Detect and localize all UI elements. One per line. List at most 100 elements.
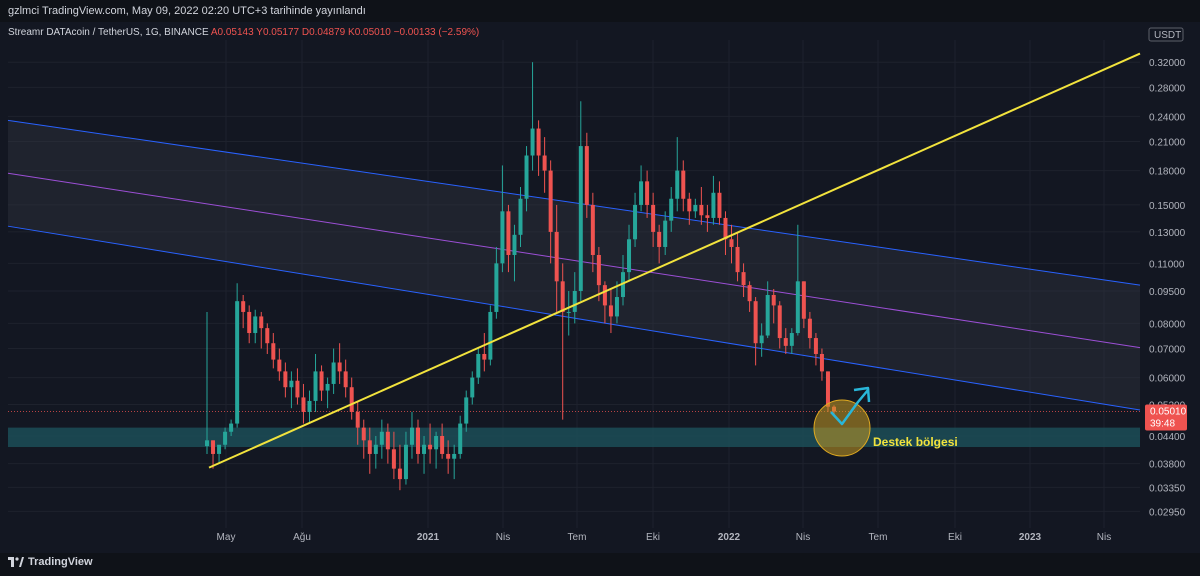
candle-body: [608, 305, 613, 317]
candle-body: [494, 263, 499, 312]
candle-body: [765, 294, 770, 336]
candle-body: [819, 353, 824, 372]
candle-body: [578, 146, 583, 291]
candle-body: [271, 343, 276, 360]
y-tick-label: 0.32000: [1149, 58, 1186, 69]
candle-body: [639, 181, 644, 205]
y-tick-label: 0.28000: [1149, 83, 1186, 94]
x-tick-label: Nis: [1097, 532, 1111, 543]
candle-body: [488, 311, 493, 360]
candle-body: [283, 371, 288, 388]
candle-body: [614, 297, 619, 317]
candle-body: [663, 220, 668, 247]
candle-body: [416, 427, 421, 454]
candle-body: [596, 254, 601, 286]
candle-body: [223, 431, 228, 445]
candle-body: [325, 383, 330, 391]
candle-body: [331, 362, 336, 384]
x-tick-label: Eki: [646, 532, 660, 543]
tradingview-logo[interactable]: TradingView: [8, 556, 93, 568]
y-tick-label: 0.07000: [1149, 345, 1186, 356]
candle-body: [301, 397, 306, 412]
y-tick-label: 0.24000: [1149, 112, 1186, 123]
candle-body: [687, 198, 692, 212]
candle-body: [584, 146, 589, 205]
candle-body: [801, 281, 806, 319]
candle-body: [717, 192, 722, 218]
candle-body: [355, 411, 360, 428]
candle-body: [506, 211, 511, 255]
candle-body: [458, 423, 463, 454]
y-tick-label: 0.03350: [1149, 483, 1186, 494]
candle-body: [627, 239, 632, 273]
x-tick-label: Ağu: [293, 532, 311, 543]
candle-body: [259, 316, 264, 329]
x-tick-label: 2021: [417, 532, 440, 543]
x-tick-label: 2022: [718, 532, 741, 543]
candle-body: [409, 427, 414, 445]
publish-info: gzlmci TradingView.com, May 09, 2022 02:…: [8, 5, 366, 17]
candle-body: [590, 204, 595, 255]
candle-body: [735, 246, 740, 273]
candle-body: [560, 281, 565, 312]
candle-body: [277, 359, 282, 372]
candle-body: [699, 204, 704, 216]
candle-body: [542, 155, 547, 171]
channel-lower-line: [7, 225, 1141, 411]
candle-body: [705, 215, 710, 218]
candle-body: [566, 311, 571, 313]
candle-body: [789, 333, 794, 346]
candle-body: [675, 170, 680, 199]
candle-body: [319, 371, 324, 391]
candle-body: [289, 380, 294, 388]
candle-body: [452, 453, 457, 459]
candle-body: [349, 387, 354, 412]
candle-body: [729, 239, 734, 247]
candle-body: [361, 427, 366, 441]
candle-body: [428, 444, 433, 450]
tradingview-logo-icon: [8, 557, 24, 567]
time-axis: May Ağu 2021 Nis Tem Eki 2022 Nis Tem Eki 2023 Nis: [217, 532, 1112, 543]
x-tick-label: Nis: [496, 532, 510, 543]
candle-body: [681, 170, 686, 199]
candle-body: [434, 435, 439, 450]
candle-body: [530, 128, 535, 156]
candle-body: [723, 217, 728, 240]
candle-body: [295, 380, 300, 398]
currency-box: [1148, 27, 1184, 42]
candle-body: [512, 234, 517, 255]
candle-body: [669, 198, 674, 221]
support-circle: [813, 399, 871, 457]
y-tick-label: 0.02950: [1149, 507, 1186, 518]
candle-body: [759, 335, 764, 344]
candle-body: [795, 281, 800, 334]
candle-body: [217, 444, 222, 454]
candle-body: [771, 294, 776, 306]
candle-body: [446, 453, 451, 459]
ohlc-values: A0.05143 Y0.05177 D0.04879 K0.05010 −0.0…: [210, 27, 480, 38]
support-label: Destek bölgesi: [873, 435, 958, 449]
channel-upper-line: [7, 119, 1141, 286]
candle-body: [807, 318, 812, 339]
y-tick-label: 0.09500: [1149, 287, 1186, 298]
candle-body: [253, 316, 258, 334]
candle-body: [554, 231, 559, 282]
candle-body: [247, 311, 252, 334]
candle-body: [343, 371, 348, 388]
y-tick-label: 0.18000: [1149, 167, 1186, 178]
candle-body: [391, 449, 396, 469]
candle-body: [753, 301, 758, 344]
candle-body: [470, 377, 475, 398]
x-tick-label: Nis: [796, 532, 810, 543]
candle-body: [397, 468, 402, 480]
candle-body: [385, 431, 390, 450]
candle-body: [645, 181, 650, 205]
candle-body: [741, 272, 746, 286]
candle-body: [518, 198, 523, 235]
candle-body: [777, 305, 782, 339]
candle-body: [602, 285, 607, 306]
candle-body: [747, 285, 752, 302]
